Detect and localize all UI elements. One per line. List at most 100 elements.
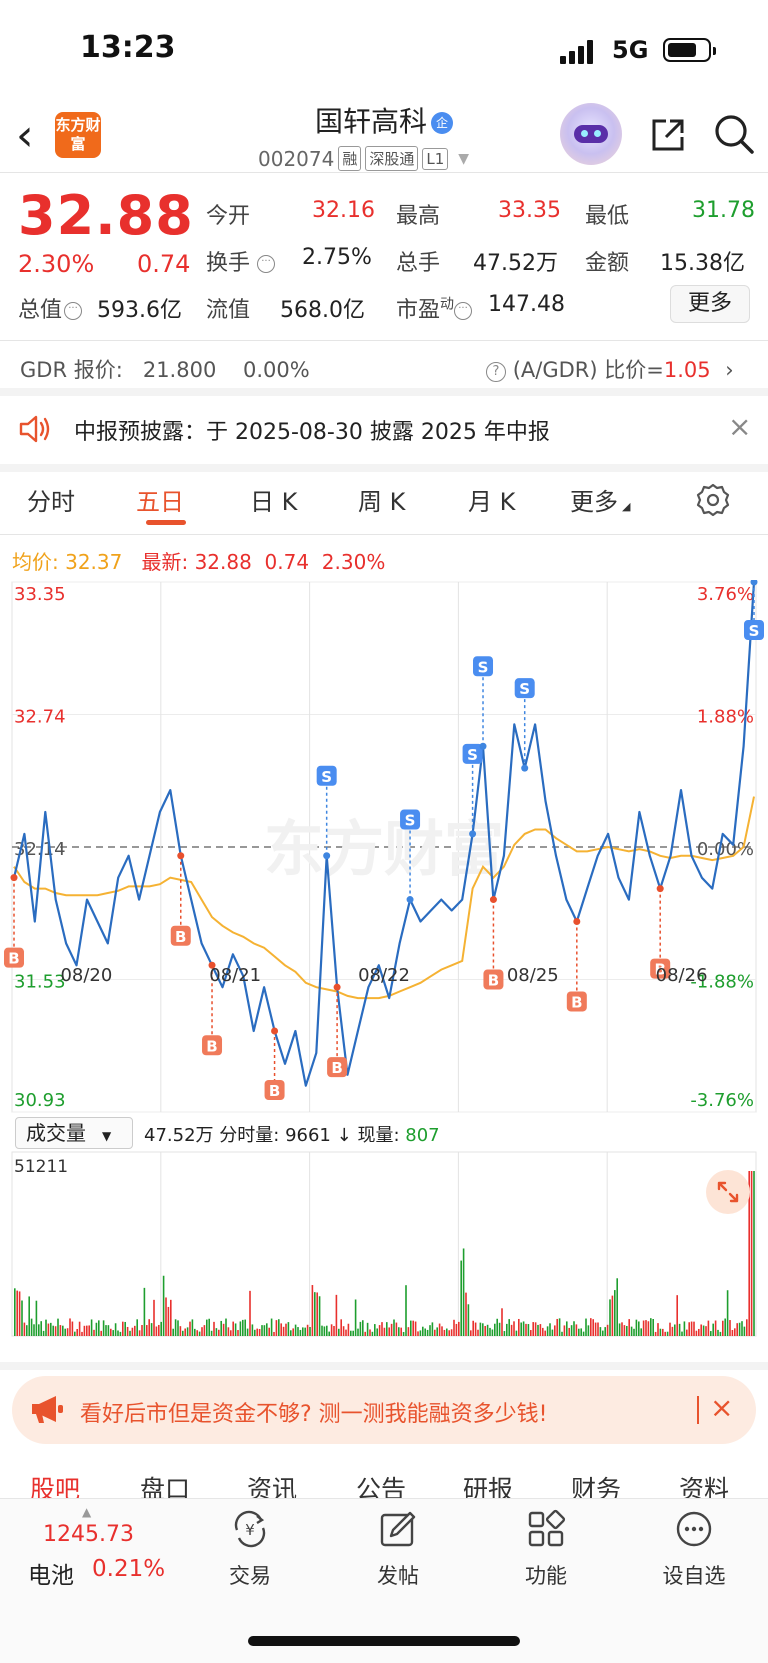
tab-monthly-k[interactable]: 月 K: [468, 488, 516, 516]
add-watch-button[interactable]: 设自选: [644, 1508, 744, 1590]
volume-bar: [462, 1248, 465, 1336]
volume-bar: [705, 1326, 707, 1336]
home-indicator[interactable]: [248, 1636, 520, 1646]
volume-bar: [242, 1319, 244, 1336]
volume-bar: [575, 1324, 578, 1336]
sell-marker-label: S: [405, 812, 416, 830]
chevron-down-icon[interactable]: ▼: [458, 150, 470, 167]
expand-icon[interactable]: [706, 1170, 750, 1214]
volume-bar: [714, 1320, 717, 1336]
buy-marker: [327, 1057, 348, 1078]
tab-five-day[interactable]: 五日: [136, 488, 184, 516]
sell-marker-dot: [469, 830, 477, 838]
apps-button[interactable]: 功能: [496, 1508, 596, 1590]
info-dots-icon[interactable]: ···: [257, 255, 276, 273]
promo-banner[interactable]: [12, 1376, 756, 1444]
volume-bar: [213, 1321, 215, 1336]
volume-bar: [602, 1330, 604, 1336]
buy-marker: [483, 969, 504, 990]
volume-bar: [686, 1329, 688, 1336]
gear-icon[interactable]: [696, 483, 730, 517]
volume-bar: [374, 1324, 376, 1336]
volume-bar: [254, 1329, 256, 1336]
tab-intraday[interactable]: 分时: [27, 488, 75, 516]
gdr-row[interactable]: GDR 报价: 21.800 0.00%: [20, 354, 310, 384]
volume-bar: [38, 1324, 40, 1336]
volume-bar: [395, 1322, 398, 1336]
volume-bar: [582, 1331, 585, 1336]
tab-more[interactable]: 更多 ◢: [570, 488, 631, 516]
x-axis-label: 08/22: [358, 965, 410, 986]
volume-bar: [400, 1327, 402, 1336]
status-time: 13:23: [80, 30, 176, 65]
volume-bar: [26, 1325, 28, 1336]
volume-bar: [750, 1171, 753, 1336]
volume-bar: [273, 1331, 275, 1336]
enterprise-badge: 企: [431, 112, 453, 134]
stock-subline: 002074 融 深股通 L1 ▼: [258, 146, 469, 171]
volume-bar: [741, 1321, 743, 1336]
info-dots-icon[interactable]: ···: [64, 302, 83, 320]
volume-bar: [630, 1326, 633, 1336]
volume-bar: [635, 1319, 638, 1336]
more-button[interactable]: 更多: [670, 285, 750, 323]
help-icon[interactable]: ?: [486, 362, 506, 382]
volume-bar: [640, 1328, 642, 1336]
search-icon[interactable]: [713, 113, 755, 155]
avg-value: 32.37: [65, 550, 123, 574]
change-amount: 0.74: [137, 250, 191, 278]
post-icon: [380, 1511, 416, 1547]
volume-bar: [647, 1321, 650, 1336]
volume-bar: [318, 1296, 321, 1336]
sector-label[interactable]: 电池: [28, 1563, 74, 1589]
tab-daily-k[interactable]: 日 K: [250, 488, 298, 516]
info-dots-icon[interactable]: ···: [454, 302, 473, 320]
back-icon[interactable]: ‹: [16, 110, 34, 161]
volume-bar: [743, 1326, 746, 1336]
buy-marker-dot: [573, 917, 581, 925]
last-value: 32.88: [194, 550, 252, 574]
volume-bar: [86, 1325, 88, 1336]
svg-text:¥: ¥: [245, 1521, 255, 1539]
volume-bar: [256, 1328, 258, 1336]
tab-weekly-k[interactable]: 周 K: [358, 488, 406, 516]
volume-bar: [362, 1320, 364, 1336]
sector-pct[interactable]: 0.21%: [92, 1556, 166, 1582]
volume-bar: [578, 1328, 580, 1336]
close-icon[interactable]: ×: [728, 410, 752, 443]
volume-bar: [16, 1290, 18, 1336]
share-icon[interactable]: [648, 115, 688, 155]
volume-bar: [501, 1308, 503, 1336]
promo-text[interactable]: 看好后市但是资金不够? 测一测我能融资多少钱!: [80, 1402, 548, 1427]
buy-marker: [264, 1080, 285, 1100]
volume-bar: [585, 1318, 587, 1336]
post-button[interactable]: 发帖: [348, 1508, 448, 1590]
close-icon[interactable]: ×: [710, 1391, 734, 1424]
volume-bar: [570, 1325, 573, 1336]
volume-bar: [153, 1299, 155, 1336]
five-day-chart[interactable]: 东方财富33.3532.7432.1431.5330.933.76%1.88%0…: [0, 580, 768, 1340]
price-axis-label: 31.53: [14, 972, 66, 993]
volume-bar: [326, 1325, 328, 1336]
trade-button[interactable]: ¥ 交易: [200, 1508, 300, 1590]
volume-bar: [422, 1326, 424, 1336]
volume-bar: [662, 1328, 664, 1336]
ai-assistant-icon[interactable]: [560, 103, 622, 165]
volume-bar: [76, 1328, 78, 1336]
sector-index-value[interactable]: 1245.73: [43, 1522, 134, 1547]
volume-bar: [174, 1319, 177, 1336]
gdr-ratio[interactable]: ? (A/GDR) 比价=1.05 ›: [486, 354, 734, 384]
volume-bar: [124, 1321, 126, 1336]
volume-bar: [503, 1331, 506, 1336]
volume-bar: [316, 1292, 318, 1336]
volume-bar: [450, 1329, 453, 1336]
buy-marker-dot: [271, 1027, 279, 1035]
volume-bar: [218, 1329, 220, 1336]
volume-bar: [244, 1319, 246, 1336]
volume-bar: [710, 1331, 712, 1336]
volume-indicator-select[interactable]: 成交量 ▼: [15, 1117, 133, 1149]
volume-bar: [472, 1320, 474, 1336]
volume-bar: [280, 1323, 282, 1336]
notice-text[interactable]: 中报预披露：于 2025-08-30 披露 2025 年中报: [74, 420, 550, 445]
volume-bar: [671, 1326, 674, 1336]
